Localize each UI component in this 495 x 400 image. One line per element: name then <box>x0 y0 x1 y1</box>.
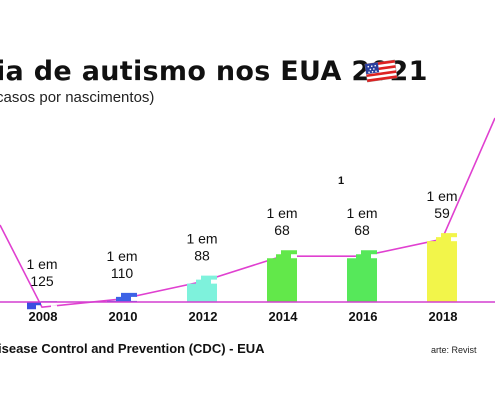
value-label-line1-2016: 1 em <box>346 205 377 221</box>
source-note: isease Control and Prevention (CDC) - EU… <box>0 341 265 356</box>
bar-2014 <box>267 250 297 302</box>
bar-notch-2008 <box>51 305 57 310</box>
bar-notch-2014 <box>291 254 297 259</box>
bar-notch-2012 <box>211 279 217 284</box>
value-label-line1-2018: 1 em <box>426 188 457 204</box>
value-label-line1-2010: 1 em <box>106 248 137 264</box>
chart-subtitle: casos por nascimentos) <box>0 89 155 106</box>
chart-title: ia de autismo nos EUA 2021 <box>0 56 428 87</box>
bar-2018 <box>427 233 457 302</box>
x-tick-2014: 2014 <box>269 309 299 324</box>
value-label-line1-2014: 1 em <box>266 205 297 221</box>
bar-body-2008 <box>27 301 57 310</box>
value-label-line2-2008: 125 <box>30 273 54 289</box>
bar-body-2012 <box>187 275 217 302</box>
bar-2008 <box>27 301 57 310</box>
art-credit: arte: Revist <box>431 345 477 355</box>
trend-line <box>0 117 495 309</box>
value-label-line1-2012: 1 em <box>186 231 217 247</box>
bar-2010 <box>107 292 137 302</box>
value-label-line1-2008: 1 em <box>26 256 57 272</box>
bar-body-2010 <box>107 292 137 302</box>
bar-body-2016 <box>347 250 377 302</box>
x-tick-2012: 2012 <box>189 309 218 324</box>
x-tick-2018: 2018 <box>429 309 458 324</box>
value-label-line2-2016: 68 <box>354 222 370 238</box>
x-tick-2008: 2008 <box>29 309 58 324</box>
bar-body-2014 <box>267 250 297 302</box>
value-label-line2-2010: 110 <box>111 265 134 281</box>
us-flag-icon <box>364 59 398 83</box>
value-label-line2-2018: 59 <box>434 205 450 221</box>
x-tick-2016: 2016 <box>349 309 378 324</box>
x-tick-2010: 2010 <box>109 309 138 324</box>
bar-notch-2018 <box>451 237 457 242</box>
value-label-line2-2012: 88 <box>194 248 210 264</box>
bar-notch-2010 <box>131 296 137 301</box>
bar-notch-2016 <box>371 254 377 259</box>
bar-2016 <box>347 250 377 302</box>
value-label-line2-2014: 68 <box>274 222 290 238</box>
bar-2012 <box>187 275 217 302</box>
bar-body-2018 <box>427 233 457 302</box>
stray-annotation: 1 <box>338 175 344 187</box>
